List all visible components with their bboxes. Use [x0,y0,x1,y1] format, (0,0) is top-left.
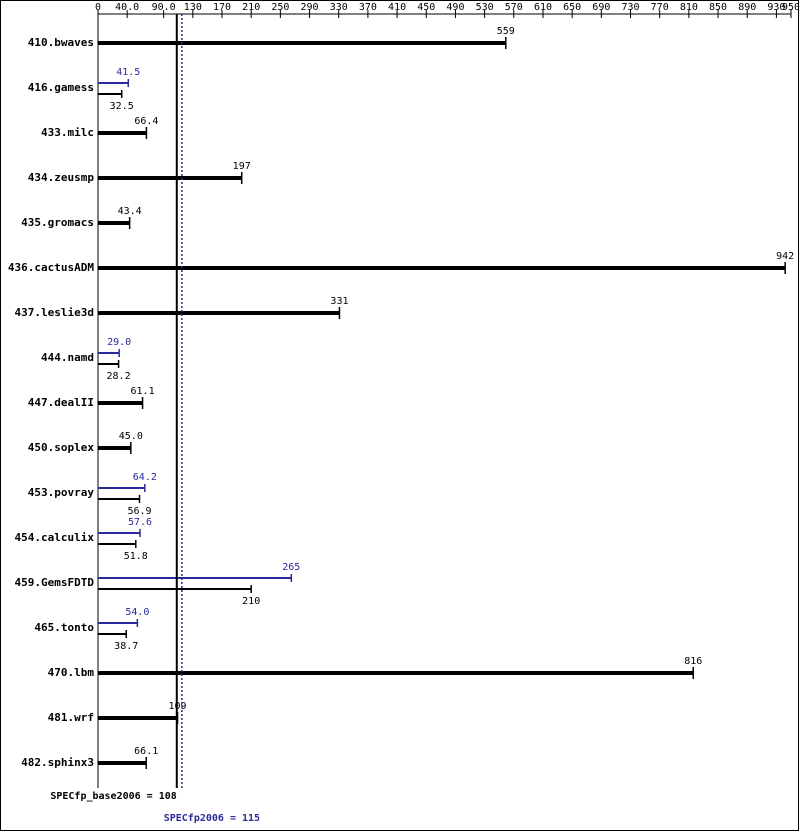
value-label: 64.2 [133,472,157,483]
category-label: 459.GemsFDTD [15,576,95,589]
x-tick-label: 530 [476,2,494,13]
value-label: 29.0 [107,337,131,348]
x-tick-label: 130 [184,2,202,13]
category-label: 465.tonto [34,621,94,634]
category-label: 482.sphinx3 [21,756,94,769]
x-tick-label: 90.0 [152,2,176,13]
value-label: 51.8 [124,551,148,562]
category-label: 437.leslie3d [15,306,94,319]
reference-label: SPECfp_base2006 = 108 [50,791,176,802]
x-tick-label: 890 [738,2,756,13]
x-tick-label: 490 [446,2,464,13]
category-label: 470.lbm [48,666,95,679]
value-label: 265 [282,562,300,573]
x-tick-label: 40.0 [115,2,139,13]
value-label: 41.5 [116,67,140,78]
x-tick-label: 250 [271,2,289,13]
x-tick-label: 850 [709,2,727,13]
value-label: 66.1 [134,746,158,757]
value-label: 32.5 [110,101,134,112]
category-label: 444.namd [41,351,94,364]
value-label: 66.4 [134,116,158,127]
category-label: 481.wrf [48,711,94,724]
reference-label: SPECfp2006 = 115 [164,813,260,824]
category-label: 436.cactusADM [8,261,94,274]
x-tick-label: 770 [651,2,669,13]
x-tick-label: 170 [213,2,231,13]
x-tick-label: 450 [417,2,435,13]
value-label: 28.2 [107,371,131,382]
value-label: 57.6 [128,517,152,528]
x-tick-label: 810 [680,2,698,13]
x-tick-label: 690 [592,2,610,13]
value-label: 210 [242,596,260,607]
x-tick-label: 330 [330,2,348,13]
x-tick-label: 610 [534,2,552,13]
value-label: 38.7 [114,641,138,652]
x-tick-label: 570 [505,2,523,13]
x-tick-label: 370 [359,2,377,13]
category-label: 433.milc [41,126,94,139]
x-tick-label: 210 [242,2,260,13]
x-tick-label: 930 [767,2,785,13]
category-label: 450.soplex [28,441,95,454]
value-label: 61.1 [131,386,155,397]
value-label: 197 [233,161,251,172]
value-label: 56.9 [127,506,151,517]
category-label: 410.bwaves [28,36,94,49]
x-tick-label: 0 [95,2,101,13]
x-tick-label: 410 [388,2,406,13]
value-label: 54.0 [125,607,149,618]
value-label: 559 [497,26,515,37]
x-tick-label: 290 [301,2,319,13]
category-label: 434.zeusmp [28,171,95,184]
category-label: 454.calculix [15,531,95,544]
value-label: 43.4 [118,206,142,217]
x-tick-label: 730 [621,2,639,13]
x-tick-label: 650 [563,2,581,13]
category-label: 447.dealII [28,396,94,409]
value-label: 45.0 [119,431,143,442]
value-label: 331 [330,296,348,307]
value-label: 942 [776,251,794,262]
category-label: 453.povray [28,486,95,499]
category-label: 435.gromacs [21,216,94,229]
value-label: 816 [684,656,702,667]
category-label: 416.gamess [28,81,94,94]
x-tick-label: 950 [782,2,799,13]
